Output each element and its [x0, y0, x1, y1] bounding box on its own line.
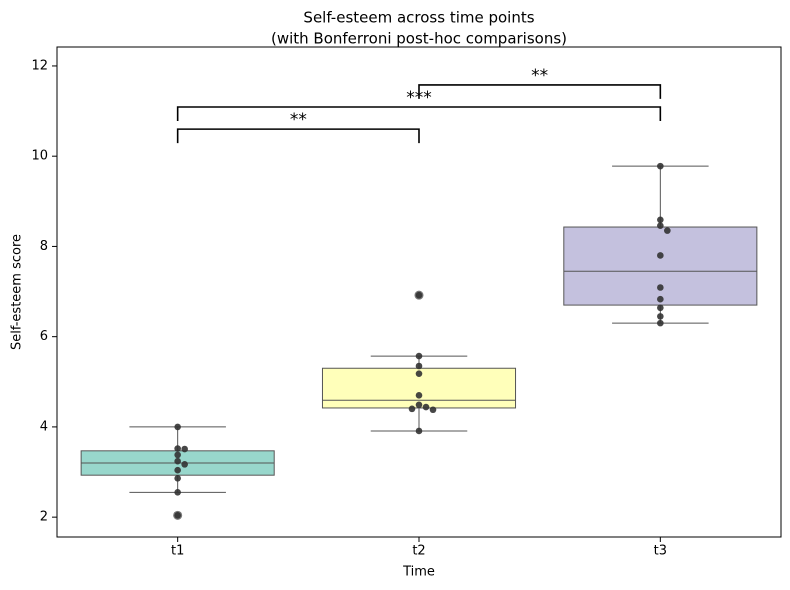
point — [174, 451, 181, 459]
y-tick-label: 8 — [40, 239, 48, 254]
significance-label: ** — [531, 66, 548, 86]
point — [174, 466, 181, 474]
point — [174, 457, 181, 465]
point — [657, 162, 664, 170]
point — [657, 313, 664, 320]
point — [181, 461, 188, 468]
point — [181, 445, 188, 453]
significance-bracket — [176, 106, 662, 122]
y-tick-label: 4 — [40, 419, 48, 434]
point — [174, 445, 181, 452]
plot-frame — [56, 46, 782, 538]
point — [429, 406, 437, 414]
y-tick-label: 10 — [31, 149, 48, 164]
point — [415, 291, 423, 299]
point — [174, 512, 181, 519]
point — [174, 423, 181, 431]
y-tick-label: 12 — [31, 58, 48, 73]
point — [415, 352, 423, 360]
point — [664, 227, 671, 234]
point — [174, 475, 181, 482]
point — [408, 405, 416, 413]
point — [657, 304, 664, 312]
chart-title: Self-esteem across time points — [303, 9, 534, 27]
point — [657, 222, 664, 229]
chart-subtitle: (with Bonferroni post-hoc comparisons) — [271, 30, 567, 48]
x-tick-label: t2 — [412, 544, 425, 559]
point — [415, 392, 423, 399]
significance-label: ** — [290, 110, 307, 130]
point — [657, 319, 664, 327]
point — [415, 370, 423, 377]
significance-bracket — [418, 84, 662, 99]
box — [563, 226, 758, 306]
y-axis-label: Self-esteem score — [10, 234, 25, 350]
x-axis-label: Time — [402, 565, 435, 580]
x-tick-label: t1 — [171, 544, 184, 559]
x-tick-label: t3 — [654, 544, 667, 559]
point — [657, 284, 664, 291]
point — [657, 216, 664, 224]
y-tick-label: 2 — [40, 510, 48, 525]
y-tick-label: 6 — [40, 329, 48, 344]
point — [415, 362, 423, 370]
point — [657, 252, 664, 259]
point — [174, 489, 181, 496]
point — [422, 403, 430, 411]
point — [657, 295, 664, 303]
point — [415, 401, 423, 409]
point — [415, 427, 423, 435]
significance-bracket — [176, 128, 420, 144]
